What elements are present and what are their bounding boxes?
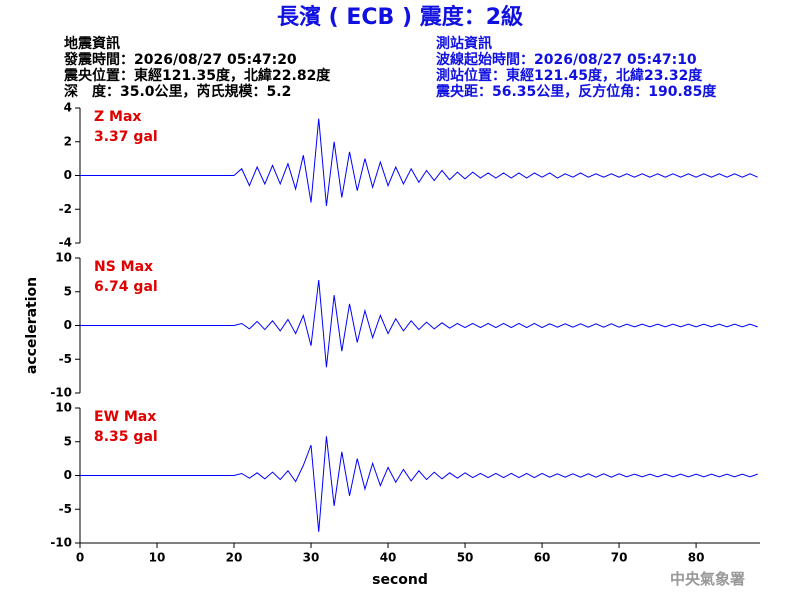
panel-label: NS Max [94, 259, 153, 275]
x-tick-label: 60 [534, 551, 551, 565]
x-axis-label: second [372, 572, 428, 588]
info-line: 震央位置：東經121.35度，北緯22.82度 [63, 67, 331, 84]
info-line: 測站資訊 [436, 35, 492, 52]
y-tick-label: -5 [59, 502, 72, 516]
y-tick-label: -5 [59, 352, 72, 366]
y-axis-label: acceleration [24, 277, 40, 374]
panel-max: 6.74 gal [94, 279, 158, 295]
y-tick-label: 4 [64, 101, 72, 115]
x-tick-label: 30 [303, 551, 320, 565]
y-tick-label: 5 [64, 434, 72, 448]
chart-title: 長濱 ( ECB ) 震度：2級 [277, 4, 523, 30]
x-tick-label: 20 [226, 551, 243, 565]
panel-label: EW Max [94, 409, 156, 425]
y-tick-label: 0 [64, 318, 72, 332]
y-tick-label: 0 [64, 168, 72, 182]
x-tick-label: 40 [380, 551, 397, 565]
x-tick-label: 10 [149, 551, 166, 565]
info-line: 波線起始時間：2026/08/27 05:47:10 [436, 51, 697, 68]
info-line: 深 度：35.0公里，芮氏規模：5.2 [64, 83, 291, 100]
info-line: 測站位置：東經121.45度，北緯23.32度 [436, 67, 703, 84]
y-tick-label: -2 [59, 202, 72, 216]
panel-label: Z Max [94, 109, 141, 125]
x-tick-label: 0 [76, 551, 84, 565]
y-tick-label: 5 [64, 284, 72, 298]
y-tick-label: -10 [50, 386, 72, 400]
x-tick-label: 80 [688, 551, 705, 565]
panel-max: 3.37 gal [94, 129, 158, 145]
info-line: 發震時間：2026/08/27 05:47:20 [63, 51, 297, 68]
waveform [80, 436, 758, 532]
y-tick-label: 2 [64, 134, 72, 148]
waveform [80, 279, 758, 368]
y-tick-label: 0 [64, 468, 72, 482]
y-tick-label: 10 [55, 251, 72, 265]
y-tick-label: 10 [55, 401, 72, 415]
y-tick-label: -4 [59, 236, 72, 250]
x-tick-label: 50 [457, 551, 474, 565]
info-line: 震央距：56.35公里，反方位角：190.85度 [435, 83, 717, 100]
footer: 中央氣象署 [670, 570, 745, 588]
x-tick-label: 70 [611, 551, 628, 565]
panel-max: 8.35 gal [94, 429, 158, 445]
waveform [80, 118, 758, 206]
y-tick-label: -10 [50, 536, 72, 550]
info-line: 地震資訊 [64, 35, 120, 52]
